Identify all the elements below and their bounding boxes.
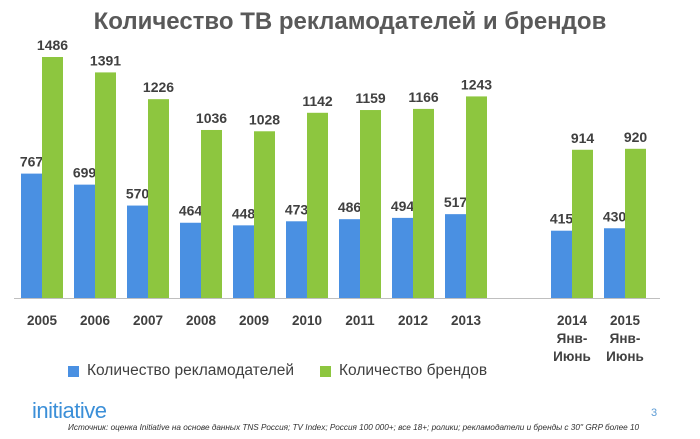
x-tick-label-7-0: 2012 [398, 313, 428, 328]
x-tick-label-5-0: 2010 [292, 313, 322, 328]
data-label-brands-8: 1243 [461, 76, 492, 92]
data-label-brands-5: 1142 [302, 93, 333, 109]
legend-label-advertisers: Количество рекламодателей [87, 362, 295, 379]
x-tick-label-10-0: 2015 [610, 313, 641, 328]
data-label-brands-3: 1036 [196, 110, 227, 126]
bar-brands-8 [466, 96, 487, 299]
bar-advertisers-9 [551, 230, 572, 298]
initiative-logo: initiative [32, 398, 107, 423]
legend-item-advertisers: Количество рекламодателей [68, 362, 294, 380]
bar-advertisers-5 [286, 221, 307, 298]
bar-brands-4 [254, 131, 275, 298]
data-label-advertisers-9: 415 [550, 211, 574, 227]
data-label-advertisers-5: 473 [285, 201, 309, 217]
x-tick-label-3-0: 2008 [186, 313, 217, 328]
data-label-advertisers-1: 699 [73, 165, 97, 181]
x-tick-label-9-0: 2014 [557, 313, 588, 328]
legend: Количество рекламодателей Количество бре… [68, 362, 487, 380]
bar-advertisers-0 [21, 173, 42, 298]
bar-advertisers-7 [392, 217, 413, 298]
bar-brands-5 [307, 112, 328, 298]
x-tick-label-10-2: Июнь [606, 349, 644, 364]
data-label-brands-6: 1159 [355, 90, 386, 106]
data-label-brands-10: 920 [624, 129, 648, 145]
data-label-brands-9: 914 [571, 130, 595, 146]
page-number: 3 [651, 407, 658, 419]
legend-label-brands: Количество брендов [339, 362, 488, 379]
x-tick-label-9-2: Июнь [553, 349, 591, 364]
legend-swatch-advertisers [68, 365, 79, 377]
x-tick-label-1-0: 2006 [80, 313, 111, 328]
bar-advertisers-10 [604, 228, 625, 298]
x-tick-label-10-1: Янв- [610, 331, 641, 346]
data-label-advertisers-3: 464 [179, 203, 203, 219]
bar-brands-6 [360, 110, 381, 298]
bar-brands-2 [148, 99, 169, 298]
data-label-advertisers-0: 767 [20, 154, 44, 170]
data-label-brands-7: 1166 [408, 89, 439, 105]
x-tick-label-9-1: Янв- [557, 331, 588, 346]
data-label-brands-0: 1486 [37, 37, 68, 53]
bar-brands-7 [413, 108, 434, 299]
data-label-advertisers-2: 570 [126, 186, 150, 202]
bar-advertisers-2 [127, 205, 148, 298]
data-label-brands-4: 1028 [249, 111, 280, 127]
data-label-brands-2: 1226 [143, 79, 174, 95]
x-tick-label-8-0: 2013 [451, 313, 482, 328]
bar-brands-9 [572, 149, 593, 298]
bar-brands-3 [201, 129, 222, 298]
source-note: Источник: оценка Initiative на основе да… [68, 423, 640, 432]
bar-advertisers-8 [445, 214, 466, 298]
x-tick-label-2-0: 2007 [133, 313, 163, 328]
bar-advertisers-6 [339, 219, 360, 298]
x-tick-label-4-0: 2009 [239, 313, 269, 328]
bar-advertisers-1 [74, 184, 95, 298]
x-tick-label-0-0: 2005 [27, 313, 58, 328]
bar-brands-0 [42, 57, 63, 298]
data-label-advertisers-6: 486 [338, 199, 362, 215]
data-label-advertisers-4: 448 [232, 205, 256, 221]
legend-item-brands: Количество брендов [320, 362, 487, 380]
bar-advertisers-4 [233, 225, 254, 298]
data-label-advertisers-10: 430 [603, 208, 627, 224]
x-tick-label-6-0: 2011 [345, 313, 375, 328]
bar-brands-10 [625, 148, 646, 298]
chart-title: Количество ТВ рекламодателей и брендов [93, 8, 607, 35]
bar-brands-1 [95, 72, 116, 298]
data-label-advertisers-7: 494 [391, 198, 415, 214]
data-label-advertisers-8: 517 [444, 194, 468, 210]
bar-advertisers-3 [180, 222, 201, 298]
legend-swatch-brands [320, 365, 332, 377]
data-label-brands-1: 1391 [90, 52, 121, 68]
